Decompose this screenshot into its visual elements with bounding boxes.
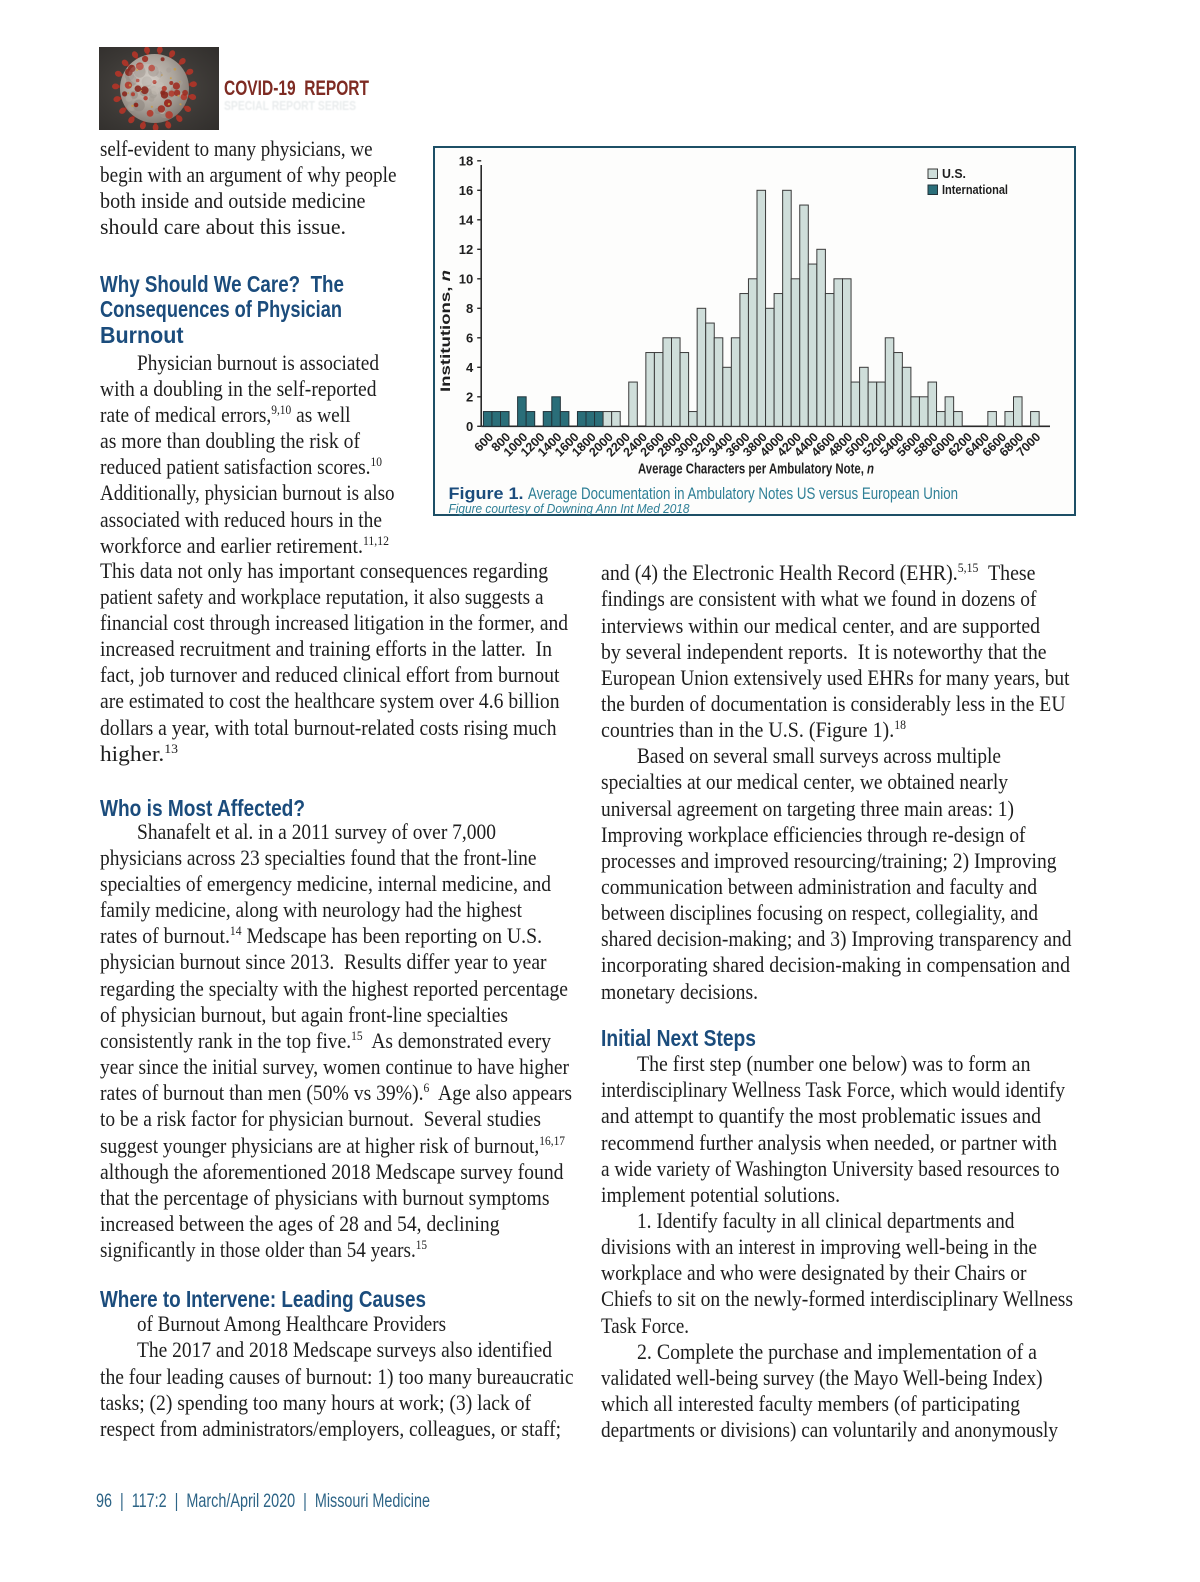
svg-text:14: 14 (459, 212, 474, 227)
svg-text:Average Documentation in Ambul: Average Documentation in Ambulatory Note… (528, 485, 958, 503)
svg-text:18: 18 (459, 153, 473, 168)
svg-text:Institutions, n: Institutions, n (438, 270, 453, 392)
svg-text:Figure 1.: Figure 1. (449, 485, 524, 503)
svg-text:6: 6 (466, 330, 473, 345)
svg-text:4: 4 (466, 360, 474, 375)
svg-text:16: 16 (459, 183, 473, 198)
svg-text:International: International (942, 182, 1008, 197)
svg-text:U.S.: U.S. (942, 166, 966, 181)
svg-text:10: 10 (459, 271, 473, 286)
svg-text:8: 8 (466, 301, 473, 316)
svg-text:2: 2 (466, 389, 473, 404)
svg-text:Average Characters per Ambulat: Average Characters per Ambulatory Note, … (638, 462, 874, 478)
svg-text:Figure courtesy of Downing Ann: Figure courtesy of Downing Ann Int Med 2… (449, 501, 691, 516)
svg-text:12: 12 (459, 242, 473, 257)
svg-text:0: 0 (466, 419, 473, 434)
